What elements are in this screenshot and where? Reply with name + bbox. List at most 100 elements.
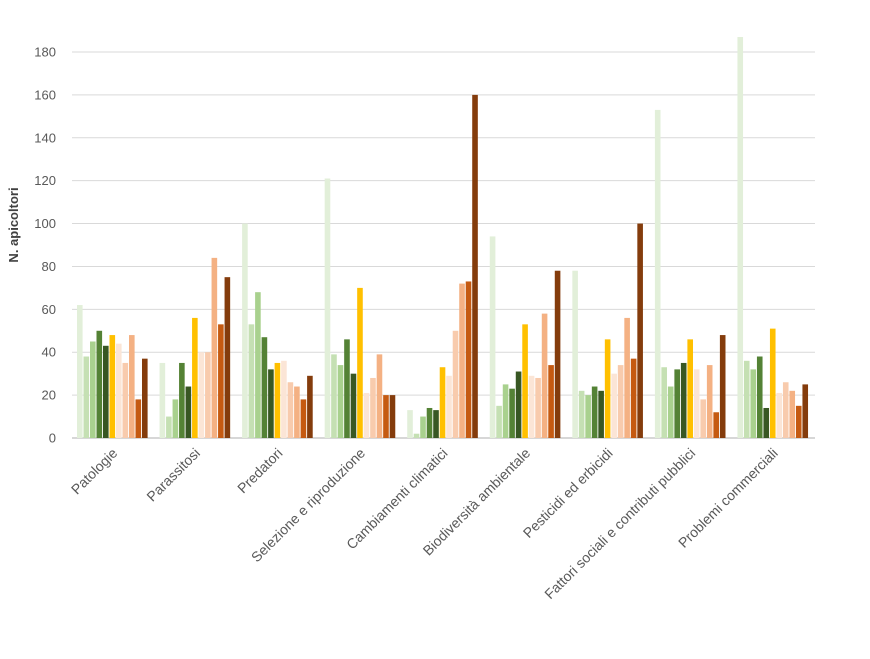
y-axis-title: N. apicoltori [6, 187, 21, 262]
bar-s1-cat-5 [489, 236, 496, 438]
bar-s7-cat-8 [776, 392, 783, 438]
bar-s8-cat-6 [617, 365, 624, 438]
bar-s5-cat-0 [103, 345, 109, 438]
y-tick-label: 40 [42, 345, 56, 360]
bar-s3-cat-1 [172, 399, 179, 438]
bar-s10-cat-3 [383, 395, 389, 438]
y-tick-label: 0 [49, 431, 56, 446]
x-category-label: Parassitosi [143, 445, 203, 505]
bars [77, 36, 809, 439]
bar-s4-cat-2 [261, 337, 268, 438]
x-category-label: Patologie [68, 445, 121, 498]
bar-s3-cat-8 [750, 369, 757, 438]
bar-s2-cat-6 [578, 390, 585, 438]
bar-s3-cat-5 [502, 384, 509, 438]
bar-s2-cat-5 [496, 405, 502, 438]
y-tick-label: 80 [42, 259, 56, 274]
bar-s2-cat-8 [743, 360, 750, 438]
bar-s8-cat-3 [370, 377, 376, 438]
bar-s7-cat-0 [116, 343, 122, 438]
bar-s10-cat-6 [630, 358, 637, 438]
bar-s11-cat-0 [142, 358, 148, 438]
bar-s9-cat-0 [129, 335, 135, 438]
bar-s7-cat-4 [446, 375, 452, 438]
bar-s8-cat-8 [782, 382, 789, 438]
bar-s9-cat-1 [211, 257, 218, 438]
bar-s5-cat-8 [763, 407, 770, 438]
bar-s8-cat-0 [122, 362, 129, 438]
bar-s7-cat-7 [693, 369, 700, 438]
bar-s4-cat-0 [96, 330, 103, 438]
y-tick-label: 100 [34, 216, 56, 231]
bar-s11-cat-1 [224, 277, 231, 438]
bar-s4-cat-6 [591, 386, 598, 438]
bar-s9-cat-4 [459, 283, 465, 438]
bar-s4-cat-5 [509, 388, 515, 438]
bar-s5-cat-1 [185, 386, 192, 438]
bar-s11-cat-7 [719, 335, 726, 438]
bar-s9-cat-5 [541, 313, 548, 438]
bar-s1-cat-6 [572, 270, 578, 438]
x-category-label: Pesticidi ed erbicidi [520, 445, 616, 541]
bar-s1-cat-4 [407, 410, 413, 438]
bar-s9-cat-3 [376, 354, 383, 438]
bar-s8-cat-7 [700, 399, 706, 438]
bar-s3-cat-7 [667, 386, 674, 438]
bar-s5-cat-5 [515, 371, 522, 438]
bar-s8-cat-2 [287, 382, 294, 438]
bar-s5-cat-7 [680, 362, 687, 438]
y-tick-label: 60 [42, 302, 56, 317]
x-category-label: Predatori [234, 445, 285, 496]
y-tick-label: 140 [34, 130, 56, 145]
bar-s11-cat-5 [554, 270, 561, 438]
y-tick-label: 160 [34, 87, 56, 102]
bar-s1-cat-3 [324, 178, 331, 438]
bar-s5-cat-4 [433, 410, 439, 438]
bar-s3-cat-2 [255, 292, 261, 438]
bar-s9-cat-7 [706, 365, 713, 438]
bar-s9-cat-2 [294, 386, 300, 438]
bar-s1-cat-2 [242, 223, 248, 438]
y-tick-label: 180 [34, 45, 56, 60]
bar-s8-cat-4 [452, 330, 459, 438]
bar-s8-cat-1 [205, 352, 211, 438]
bar-s2-cat-0 [83, 356, 90, 438]
y-tick-label: 20 [42, 388, 56, 403]
bar-s4-cat-8 [756, 356, 763, 438]
bar-s1-cat-1 [159, 362, 166, 438]
bar-s6-cat-7 [687, 339, 693, 438]
bar-s9-cat-8 [789, 390, 796, 438]
bar-s10-cat-2 [300, 399, 307, 438]
bar-s4-cat-3 [344, 339, 350, 438]
bar-s7-cat-2 [281, 360, 287, 438]
bar-s11-cat-6 [637, 223, 643, 438]
bar-s1-cat-7 [654, 109, 661, 439]
bar-s4-cat-4 [426, 407, 433, 438]
bar-s3-cat-4 [420, 416, 426, 438]
bar-s6-cat-4 [439, 367, 446, 438]
bar-s7-cat-3 [363, 392, 370, 438]
y-axis-ticks: 0 20 40 60 80 100 120 140 160 180 [34, 45, 56, 446]
bar-s5-cat-2 [268, 369, 274, 438]
bar-s2-cat-3 [331, 354, 337, 438]
bar-s10-cat-8 [795, 405, 802, 438]
y-tick-label: 120 [34, 173, 56, 188]
bar-s2-cat-2 [248, 324, 255, 438]
bar-s6-cat-5 [522, 324, 528, 438]
bar-s2-cat-4 [413, 433, 420, 438]
bar-s11-cat-3 [389, 395, 396, 438]
bar-s10-cat-4 [465, 281, 472, 438]
bar-s1-cat-0 [77, 305, 83, 438]
bar-s8-cat-5 [535, 377, 541, 438]
bar-s10-cat-5 [548, 365, 554, 438]
bar-s3-cat-3 [337, 365, 344, 438]
bar-s10-cat-1 [218, 324, 224, 438]
bar-s10-cat-7 [713, 412, 719, 438]
bar-s2-cat-1 [166, 416, 172, 438]
bar-s6-cat-8 [769, 328, 776, 438]
bar-s11-cat-2 [307, 375, 313, 438]
bar-s6-cat-2 [274, 362, 281, 438]
bar-s6-cat-0 [109, 335, 116, 438]
bar-s2-cat-7 [661, 367, 667, 438]
